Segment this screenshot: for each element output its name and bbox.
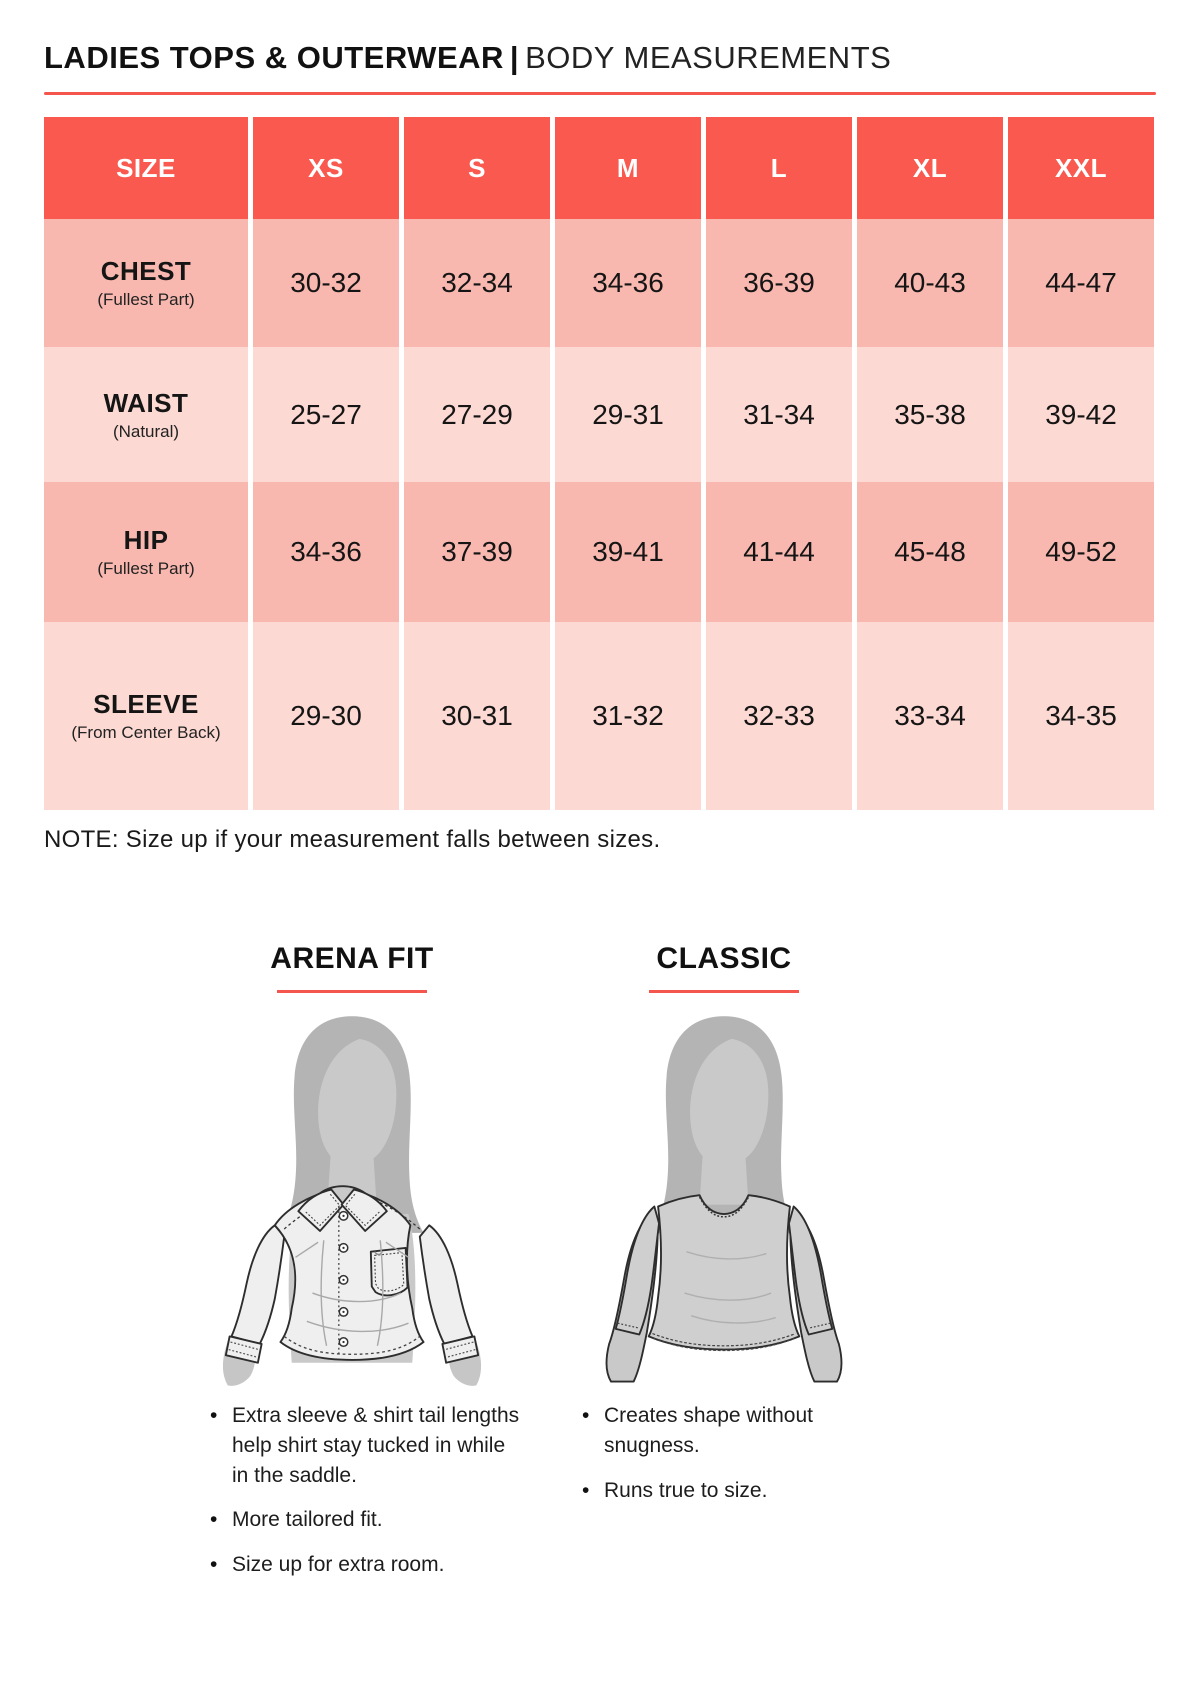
cell-waist-xl: 35-38 (857, 347, 1003, 482)
ladies-fitted-top-illustration (605, 1016, 843, 1383)
cell-sleeve-xl: 33-34 (857, 622, 1003, 810)
row-label-main: CHEST (100, 256, 192, 286)
column-header-xl: XL (857, 117, 1003, 219)
size-table: SIZE XS S M L XL XXL CHEST (Fullest Part) 30-32 32… (44, 117, 1154, 810)
cell-sleeve-m: 31-32 (555, 622, 701, 810)
cell-hip-xs: 34-36 (253, 482, 399, 622)
row-label-sleeve: SLEEVE (From Center Back) (44, 622, 248, 810)
cell-waist-xs: 25-27 (253, 347, 399, 482)
row-label-main: SLEEVE (93, 689, 199, 719)
row-label-main: WAIST (103, 387, 189, 418)
cell-sleeve-xs: 29-30 (253, 622, 399, 810)
cell-waist-l: 31-34 (706, 347, 852, 482)
cell-chest-xxl: 44-47 (1008, 219, 1154, 347)
page-title-subtitle: BODY MEASUREMENTS (525, 40, 892, 75)
arena-fit-figure (192, 1005, 512, 1391)
row-label-hip: HIP (Fullest Part) (44, 482, 248, 622)
cell-chest-l: 36-39 (706, 219, 852, 347)
cell-waist-m: 29-31 (555, 347, 701, 482)
cell-waist-xxl: 39-42 (1008, 347, 1154, 482)
fit-title-classic: CLASSIC (656, 942, 792, 975)
bullet-item: Size up for extra room. (210, 1550, 522, 1580)
row-label-main: HIP (123, 525, 169, 555)
cell-hip-xl: 45-48 (857, 482, 1003, 622)
row-label-chest: CHEST (Fullest Part) (44, 219, 248, 347)
cell-hip-l: 41-44 (706, 482, 852, 622)
column-header-xs: XS (253, 117, 399, 219)
arena-fit-bullets: Extra sleeve & shirt tail lengths help s… (166, 1401, 538, 1595)
cell-chest-m: 34-36 (555, 219, 701, 347)
page-title: LADIES TOPS & OUTERWEAR | BODY MEASUREMENT… (44, 40, 1156, 76)
column-header-s: S (404, 117, 550, 219)
row-label-sub: (Natural) (112, 421, 180, 441)
cell-chest-xl: 40-43 (857, 219, 1003, 347)
fit-comparison-section: ARENA FIT (44, 942, 1156, 1595)
column-header-xxl: XXL (1008, 117, 1154, 219)
cell-waist-s: 27-29 (404, 347, 550, 482)
row-label-waist: WAIST (Natural) (44, 347, 248, 482)
fit-column-arena: ARENA FIT (166, 942, 538, 1595)
classic-fit-bullets: Creates shape without snugness. Runs true… (538, 1401, 910, 1520)
row-label-sub: (Fullest Part) (97, 559, 195, 578)
column-header-m: M (555, 117, 701, 219)
cell-sleeve-l: 32-33 (706, 622, 852, 810)
cell-sleeve-s: 30-31 (404, 622, 550, 810)
cell-chest-xs: 30-32 (253, 219, 399, 347)
cell-hip-s: 37-39 (404, 482, 550, 622)
bullet-item: Runs true to size. (582, 1476, 894, 1506)
fit-title-arena: ARENA FIT (270, 942, 434, 975)
title-separator: | (509, 40, 520, 75)
fit-title-underline (649, 990, 799, 993)
cell-chest-s: 32-34 (404, 219, 550, 347)
bullet-item: More tailored fit. (210, 1505, 522, 1535)
cell-sleeve-xxl: 34-35 (1008, 622, 1154, 810)
column-header-size: SIZE (44, 117, 248, 219)
classic-fit-figure (564, 1005, 884, 1391)
row-label-sub: (Fullest Part) (97, 290, 195, 309)
column-header-l: L (706, 117, 852, 219)
bullet-item: Creates shape without snugness. (582, 1401, 894, 1461)
page-title-category: LADIES TOPS & OUTERWEAR (44, 40, 504, 75)
cell-hip-xxl: 49-52 (1008, 482, 1154, 622)
row-label-sub: (From Center Back) (71, 723, 221, 742)
cell-hip-m: 39-41 (555, 482, 701, 622)
bullet-item: Extra sleeve & shirt tail lengths help s… (210, 1401, 522, 1490)
ladies-button-down-shirt-illustration (222, 1016, 482, 1386)
size-note: NOTE: Size up if your measurement falls … (44, 826, 661, 853)
title-underline (44, 92, 1156, 95)
fit-column-classic: CLASSIC (538, 942, 910, 1595)
fit-title-underline (277, 990, 427, 993)
